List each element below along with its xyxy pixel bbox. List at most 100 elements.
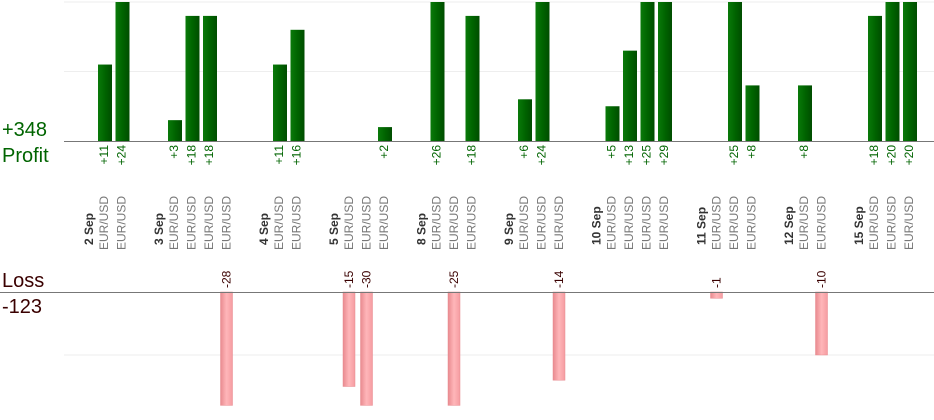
pair-label: EUR/USD	[185, 196, 199, 250]
pair-label: EUR/USD	[167, 196, 181, 250]
profit-value-label: +26	[430, 145, 444, 166]
profit-bar	[903, 2, 917, 141]
profit-bar	[658, 2, 672, 141]
profit-value-label: +8	[797, 145, 811, 159]
loss-value-label: -1	[710, 277, 724, 288]
pair-label: EUR/USD	[640, 196, 654, 250]
profit-bar	[185, 15, 200, 141]
profit-value-label: +16	[290, 145, 304, 166]
profit-value-label: +6	[517, 145, 531, 159]
pair-label: EUR/USD	[727, 196, 741, 250]
pair-label: EUR/USD	[290, 196, 304, 250]
day-label: 12 Sep	[782, 206, 796, 245]
profit-value-label: +18	[465, 145, 479, 166]
pair-label: EUR/USD	[535, 196, 549, 250]
profit-bar	[290, 29, 305, 141]
profit-bar	[518, 99, 532, 141]
profit-bar	[98, 64, 112, 141]
profit-value-label: +29	[657, 145, 671, 166]
pair-label: EUR/USD	[377, 196, 391, 250]
loss-bar	[220, 291, 233, 406]
pair-label: EUR/USD	[360, 196, 374, 250]
profit-value-label: +3	[167, 145, 181, 159]
profit-bar	[273, 64, 287, 141]
pair-label: EUR/USD	[552, 196, 566, 250]
pair-label: EUR/USD	[710, 196, 724, 250]
pair-label: EUR/USD	[97, 196, 111, 250]
loss-bar	[552, 291, 566, 381]
loss-value-label: -14	[552, 270, 566, 288]
profit-bar	[728, 2, 742, 141]
pair-label: EUR/USD	[447, 196, 461, 250]
profit-bar	[745, 85, 760, 141]
profit-value-label: +18	[202, 145, 216, 166]
profit-value-label: +20	[902, 145, 916, 166]
profit-value-label: +20	[885, 145, 899, 166]
profit-bar	[168, 120, 182, 141]
loss-value-label: -15	[342, 270, 356, 288]
profit-value-label: +18	[867, 145, 881, 166]
profit-bar	[115, 2, 130, 141]
pair-label: EUR/USD	[342, 196, 356, 250]
pair-label: EUR/USD	[605, 196, 619, 250]
profit-total: +348	[2, 119, 48, 141]
loss-total: -123	[2, 296, 43, 318]
profit-bar	[798, 85, 812, 141]
profit-bar	[430, 2, 445, 141]
profit-bar	[378, 127, 392, 141]
pair-label: EUR/USD	[815, 196, 829, 250]
profit-value-label: +8	[745, 145, 759, 159]
loss-bar	[815, 291, 828, 356]
profit-bar	[885, 2, 900, 141]
profit-value-label: +24	[535, 145, 549, 166]
loss-label: Loss	[2, 270, 45, 292]
day-label: 8 Sep	[415, 213, 429, 245]
profit-value-label: +18	[185, 145, 199, 166]
profit-bar	[868, 15, 882, 141]
pair-label: EUR/USD	[465, 196, 479, 250]
pair-label: EUR/USD	[272, 196, 286, 250]
day-label: 11 Sep	[695, 207, 709, 245]
loss-value-label: -25	[447, 270, 461, 288]
pair-label: EUR/USD	[115, 196, 129, 250]
loss-value-label: -30	[360, 270, 374, 288]
profit-value-label: +24	[115, 145, 129, 166]
profit-bar	[640, 2, 655, 141]
pair-label: EUR/USD	[430, 196, 444, 250]
pair-label: EUR/USD	[622, 196, 636, 250]
profit-bar	[605, 106, 620, 141]
profit-value-label: +25	[640, 145, 654, 166]
day-label: 15 Sep	[852, 206, 866, 245]
profit-value-label: +13	[622, 145, 636, 166]
profit-bar	[203, 15, 217, 141]
day-label: 4 Sep	[257, 213, 271, 245]
pair-label: EUR/USD	[867, 196, 881, 250]
pair-label: EUR/USD	[657, 196, 671, 250]
profit-value-label: +11	[272, 145, 286, 165]
loss-value-label: -28	[220, 270, 234, 288]
pair-label: EUR/USD	[220, 196, 234, 250]
loss-bar	[447, 291, 461, 406]
day-label: 10 Sep	[590, 206, 604, 245]
pair-label: EUR/USD	[517, 196, 531, 250]
profit-bar	[465, 15, 480, 141]
loss-bar	[342, 291, 356, 387]
day-label: 3 Sep	[152, 213, 166, 245]
profit-value-label: +11	[97, 145, 111, 165]
profit-label: Profit	[2, 145, 49, 167]
pair-label: EUR/USD	[202, 196, 216, 250]
loss-value-label: -10	[815, 270, 829, 288]
pair-label: EUR/USD	[745, 196, 759, 250]
loss-bar	[360, 291, 373, 406]
pair-label: EUR/USD	[797, 196, 811, 250]
profit-value-label: +2	[377, 145, 391, 159]
profit-value-label: +5	[605, 145, 619, 159]
profit-bar	[535, 2, 550, 141]
day-label: 2 Sep	[82, 213, 96, 245]
profit-bar	[623, 50, 637, 141]
pair-label: EUR/USD	[885, 196, 899, 250]
day-label: 5 Sep	[327, 213, 341, 245]
day-label: 9 Sep	[502, 213, 516, 245]
profit-value-label: +25	[727, 145, 741, 166]
